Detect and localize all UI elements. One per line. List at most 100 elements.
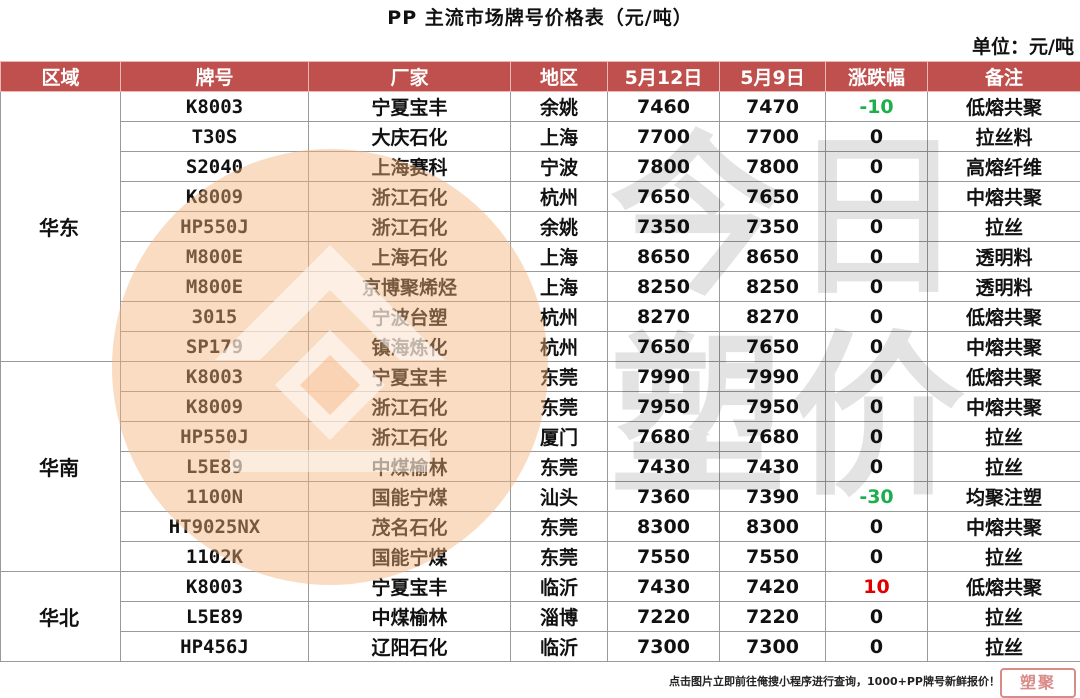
code-cell: 3015 [121, 302, 309, 332]
area-cell: 东莞 [511, 392, 608, 422]
change-cell: 0 [826, 632, 928, 662]
maker-cell: 上海赛科 [309, 152, 511, 182]
change-cell: 0 [826, 542, 928, 572]
change-cell: 0 [826, 242, 928, 272]
price-date1-cell: 8650 [608, 242, 720, 272]
area-cell: 杭州 [511, 302, 608, 332]
change-cell: 0 [826, 302, 928, 332]
note-cell: 透明料 [928, 272, 1080, 302]
price-date2-cell: 8300 [720, 512, 826, 542]
price-date2-cell: 7550 [720, 542, 826, 572]
change-cell: 0 [826, 512, 928, 542]
maker-cell: 宁夏宝丰 [309, 572, 511, 602]
maker-cell: 上海石化 [309, 242, 511, 272]
price-date1-cell: 7700 [608, 122, 720, 152]
change-cell: 0 [826, 122, 928, 152]
price-date1-cell: 7220 [608, 602, 720, 632]
price-date2-cell: 8250 [720, 272, 826, 302]
price-date2-cell: 7650 [720, 182, 826, 212]
note-cell: 中熔共聚 [928, 512, 1080, 542]
maker-cell: 京博聚烯烃 [309, 272, 511, 302]
maker-cell: 茂名石化 [309, 512, 511, 542]
price-date1-cell: 7350 [608, 212, 720, 242]
area-cell: 淄博 [511, 602, 608, 632]
code-cell: S2040 [121, 152, 309, 182]
maker-cell: 浙江石化 [309, 422, 511, 452]
area-cell: 杭州 [511, 182, 608, 212]
price-date1-cell: 7430 [608, 452, 720, 482]
change-cell: 0 [826, 362, 928, 392]
price-date2-cell: 7990 [720, 362, 826, 392]
change-cell: 0 [826, 452, 928, 482]
code-cell: 1100N [121, 482, 309, 512]
code-cell: K8003 [121, 362, 309, 392]
header-change: 涨跌幅 [826, 62, 928, 92]
note-cell: 拉丝 [928, 602, 1080, 632]
maker-cell: 中煤榆林 [309, 452, 511, 482]
price-date1-cell: 7650 [608, 182, 720, 212]
maker-cell: 浙江石化 [309, 212, 511, 242]
price-date2-cell: 7430 [720, 452, 826, 482]
code-cell: HP550J [121, 422, 309, 452]
page-title: PP 主流市场牌号价格表（元/吨） [0, 2, 1080, 34]
area-cell: 余姚 [511, 92, 608, 122]
price-date1-cell: 7460 [608, 92, 720, 122]
region-cell: 华东 [1, 92, 121, 362]
change-cell: 10 [826, 572, 928, 602]
area-cell: 东莞 [511, 512, 608, 542]
area-cell: 上海 [511, 242, 608, 272]
area-cell: 上海 [511, 272, 608, 302]
note-cell: 拉丝料 [928, 122, 1080, 152]
price-date1-cell: 8250 [608, 272, 720, 302]
code-cell: HT9025NX [121, 512, 309, 542]
note-cell: 拉丝 [928, 212, 1080, 242]
code-cell: K8003 [121, 572, 309, 602]
price-date1-cell: 7800 [608, 152, 720, 182]
maker-cell: 中煤榆林 [309, 602, 511, 632]
maker-cell: 浙江石化 [309, 182, 511, 212]
footer-text[interactable]: 点击图片立即前往俺搜小程序进行查询，1000+PP牌号新鲜报价！ [669, 673, 1000, 689]
header-note: 备注 [928, 62, 1080, 92]
change-cell: 0 [826, 152, 928, 182]
change-cell: 0 [826, 602, 928, 632]
price-date2-cell: 7470 [720, 92, 826, 122]
price-date1-cell: 8270 [608, 302, 720, 332]
note-cell: 低熔共聚 [928, 572, 1080, 602]
table-header-row: 区域 牌号 厂家 地区 5月12日 5月9日 涨跌幅 备注 [1, 62, 1080, 92]
code-cell: M800E [121, 272, 309, 302]
note-cell: 拉丝 [928, 452, 1080, 482]
note-cell: 拉丝 [928, 542, 1080, 572]
change-cell: -10 [826, 92, 928, 122]
maker-cell: 辽阳石化 [309, 632, 511, 662]
area-cell: 临沂 [511, 632, 608, 662]
price-date2-cell: 8270 [720, 302, 826, 332]
note-cell: 高熔纤维 [928, 152, 1080, 182]
price-date2-cell: 7680 [720, 422, 826, 452]
area-cell: 东莞 [511, 452, 608, 482]
note-cell: 拉丝 [928, 632, 1080, 662]
note-cell: 低熔共聚 [928, 362, 1080, 392]
area-cell: 余姚 [511, 212, 608, 242]
note-cell: 中熔共聚 [928, 332, 1080, 362]
area-cell: 汕头 [511, 482, 608, 512]
price-date1-cell: 7990 [608, 362, 720, 392]
price-date2-cell: 7650 [720, 332, 826, 362]
price-date2-cell: 7420 [720, 572, 826, 602]
price-date2-cell: 8650 [720, 242, 826, 272]
maker-cell: 镇海炼化 [309, 332, 511, 362]
note-cell: 低熔共聚 [928, 302, 1080, 332]
code-cell: T30S [121, 122, 309, 152]
price-date1-cell: 7550 [608, 542, 720, 572]
price-date1-cell: 7300 [608, 632, 720, 662]
